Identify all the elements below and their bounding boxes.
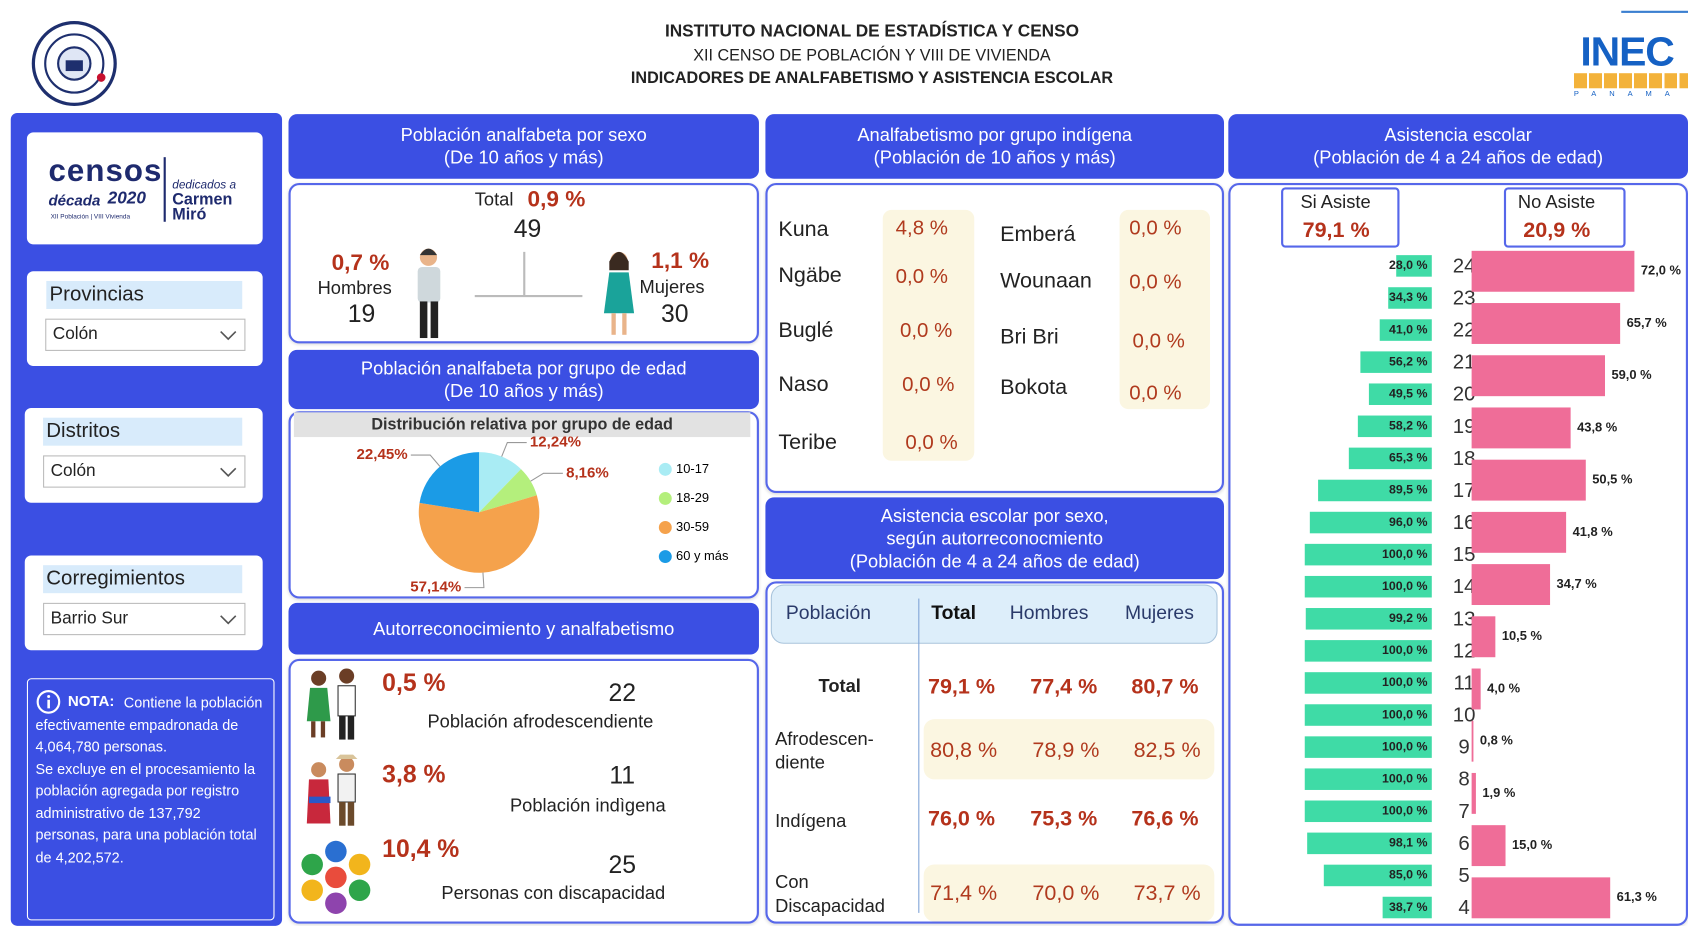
- pie-title: Distribución relativa por grupo de edad: [294, 412, 750, 437]
- table-column-header: Total: [931, 603, 976, 622]
- panel-header: Población analfabeta por sexo (De 10 año…: [289, 114, 759, 179]
- self-id-icons: [297, 662, 383, 915]
- group-name: Emberá: [1000, 224, 1075, 246]
- group-name: Naso: [778, 374, 828, 396]
- inec-logo-country: PANAMA: [1574, 90, 1683, 98]
- table-cell: 71,4 %: [930, 883, 997, 905]
- table-cell: 75,3 %: [1030, 808, 1097, 830]
- group-name: Bri Bri: [1000, 326, 1059, 348]
- panel-body: [289, 411, 759, 598]
- self-id-count: 22: [568, 680, 676, 705]
- header-heading: INDICADORES DE ANALFABETISMO Y ASISTENCI…: [441, 70, 1302, 86]
- page: INSTITUTO NACIONAL DE ESTADÍSTICA Y CENS…: [0, 0, 1688, 926]
- panel-header: Analfabetismo por grupo indígena (Poblac…: [765, 114, 1224, 179]
- panel-subtitle: (Población de 4 a 24 años de edad): [850, 550, 1140, 573]
- panel-title: Autorreconocimiento y analfabetismo: [373, 617, 674, 640]
- panel-header: Asistencia escolar (Población de 4 a 24 …: [1228, 114, 1688, 179]
- group-rate: 0,0 %: [1133, 332, 1185, 352]
- self-id-label: Población indìgena: [426, 797, 749, 815]
- group-name: Wounaan: [1000, 270, 1092, 292]
- group-name: Bokota: [1000, 377, 1067, 399]
- men-label: Hombres: [318, 279, 392, 297]
- group-rate: 0,0 %: [900, 321, 952, 341]
- table-cell: 79,1 %: [928, 676, 995, 698]
- women-rate: 1,1 %: [651, 250, 709, 273]
- table-divider: [918, 599, 919, 913]
- group-rate: 0,0 %: [1129, 383, 1181, 403]
- panel-title: Población analfabeta por sexo: [401, 124, 647, 147]
- group-name: Kuna: [778, 219, 828, 241]
- table-column-header: Población: [786, 603, 871, 622]
- table-cell: 77,4 %: [1030, 676, 1097, 698]
- summary-label: No Asiste: [1518, 193, 1595, 211]
- group-rate: 0,0 %: [1129, 272, 1181, 292]
- table-cell: 82,5 %: [1134, 740, 1201, 762]
- panel-subtitle: (Población de 10 años y más): [874, 146, 1116, 169]
- panel-header: Asistencia escolar por sexo, según autor…: [765, 497, 1224, 579]
- dashboard: INSTITUTO NACIONAL DE ESTADÍSTICA Y CENS…: [0, 0, 1688, 926]
- panel-title: Asistencia escolar por sexo, según autor…: [881, 504, 1109, 549]
- group-rate: 0,0 %: [902, 375, 954, 395]
- table-cell: 80,7 %: [1131, 676, 1198, 698]
- panel-header: Población analfabeta por grupo de edad (…: [289, 350, 759, 409]
- panel-subtitle: (De 10 años y más): [444, 379, 604, 402]
- table-cell: 80,8 %: [930, 740, 997, 762]
- men-rate: 0,7 %: [332, 252, 390, 275]
- summary-value: 79,1 %: [1303, 220, 1370, 242]
- table-row-label: Indígena: [775, 810, 846, 834]
- table-row-label: Con Discapacidad: [775, 871, 885, 918]
- header-title: INSTITUTO NACIONAL DE ESTADÍSTICA Y CENS…: [441, 24, 1302, 41]
- dropdown-chevrons: [0, 0, 282, 667]
- total-rate: 0,9 %: [527, 188, 585, 211]
- panel-subtitle: (Población de 4 a 24 años de edad): [1313, 146, 1603, 169]
- group-rate: 0,0 %: [896, 267, 948, 287]
- panel-title: Asistencia escolar: [1384, 124, 1532, 147]
- table-row-label: Total: [786, 677, 894, 695]
- men-count: 19: [348, 301, 376, 326]
- self-id-rate: 0,5 %: [382, 671, 445, 696]
- inec-logo-stripes: [1574, 73, 1688, 88]
- table-cell: 70,0 %: [1032, 883, 1099, 905]
- self-id-count: 11: [568, 763, 676, 788]
- summary-label: Si Asiste: [1300, 193, 1370, 211]
- header-subtitle: XII CENSO DE POBLACIÓN Y VIII DE VIVIEND…: [441, 47, 1302, 63]
- panel-title: Población analfabeta por grupo de edad: [361, 357, 687, 380]
- panel-subtitle: (De 10 años y más): [444, 146, 604, 169]
- table-column-header: Hombres: [1010, 603, 1089, 622]
- group-name: Teribe: [778, 432, 837, 454]
- self-id-rate: 3,8 %: [382, 762, 445, 787]
- panel-body: [1228, 183, 1688, 926]
- self-id-label: Personas con discapacidad: [392, 884, 715, 902]
- self-id-label: Población afrodescendiente: [379, 713, 702, 731]
- group-rate: 0,0 %: [1129, 219, 1181, 239]
- group-name: Ngäbe: [778, 265, 841, 287]
- table-cell: 76,6 %: [1131, 808, 1198, 830]
- women-count: 30: [661, 301, 689, 326]
- table-column-header: Mujeres: [1125, 603, 1194, 622]
- self-id-count: 25: [568, 853, 676, 878]
- self-id-rate: 10,4 %: [382, 836, 459, 861]
- group-rate: 0,0 %: [905, 433, 957, 453]
- table-row-label: Afrodescen- diente: [775, 728, 874, 775]
- table-cell: 76,0 %: [928, 808, 995, 830]
- total-count: 49: [495, 216, 560, 241]
- summary-value: 20,9 %: [1523, 220, 1590, 242]
- group-name: Buglé: [778, 320, 833, 342]
- group-rate: 4,8 %: [896, 219, 948, 239]
- panel-header: Autorreconocimiento y analfabetismo: [289, 603, 759, 655]
- logo-rule: [1621, 11, 1688, 13]
- total-label: Total: [475, 191, 514, 209]
- table-cell: 78,9 %: [1032, 740, 1099, 762]
- sex-figures: [398, 242, 656, 344]
- panel-title: Analfabetismo por grupo indígena: [857, 124, 1132, 147]
- note-text: Contiene la población efectivamente empa…: [36, 692, 266, 869]
- table-cell: 73,7 %: [1134, 883, 1201, 905]
- inec-logo: INEC: [1580, 32, 1673, 73]
